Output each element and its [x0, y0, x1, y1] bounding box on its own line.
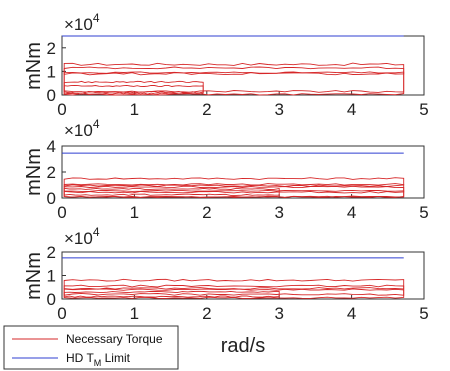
- multiplier-exponent: 4: [93, 225, 100, 239]
- x-tick-label: 2: [202, 203, 211, 222]
- y-tick-label: 0: [47, 86, 56, 105]
- legend-hd-main: HD T: [66, 351, 94, 365]
- necessary-torque-loop: [63, 290, 280, 298]
- necessary-torque-loop: [63, 189, 405, 198]
- axis-multiplier: ×104: [64, 117, 100, 140]
- y-tick-label: 2: [47, 39, 56, 58]
- y-ticks: 0 2 4: [47, 137, 66, 208]
- series-group: [62, 257, 405, 299]
- legend-label-hd-limit: HD TM Limit: [66, 351, 131, 368]
- x-tick-label: 4: [347, 203, 356, 222]
- x-tick-label: 5: [419, 203, 428, 222]
- x-tick-label: 1: [130, 100, 139, 119]
- y-tick-label: 2: [47, 243, 56, 262]
- y-axis-label: mNm: [23, 148, 45, 196]
- x-tick-label: 0: [57, 304, 66, 323]
- necessary-torque-loop: [63, 84, 204, 95]
- x-tick-label: 5: [419, 100, 428, 119]
- x-tick-label: 5: [419, 304, 428, 323]
- x-tick-label: 0: [57, 203, 66, 222]
- legend-hd-subscript: M: [94, 358, 102, 368]
- axes-frame: [61, 251, 425, 300]
- multiplier-base: ×10: [64, 229, 93, 248]
- multiplier-base: ×10: [64, 15, 93, 34]
- y-tick-label: 1: [47, 267, 56, 286]
- y-axis-label: mNm: [23, 42, 45, 90]
- y-tick-label: 0: [47, 189, 56, 208]
- necessary-torque-loop: [63, 71, 405, 96]
- necessary-torque-loop: [63, 288, 405, 299]
- x-tick-label: 2: [202, 304, 211, 323]
- multiplier-exponent: 4: [93, 117, 100, 131]
- x-axis-label: rad/s: [221, 335, 265, 357]
- x-tick-label: 2: [202, 100, 211, 119]
- axes-frame: [61, 35, 425, 96]
- y-ticks: 0 1 2: [47, 243, 66, 309]
- x-tick-label: 4: [347, 100, 356, 119]
- x-tick-label: 3: [274, 100, 283, 119]
- y-tick-label: 4: [47, 137, 56, 156]
- y-tick-label: 1: [47, 62, 56, 81]
- x-tick-label: 4: [347, 304, 356, 323]
- x-tick-label: 1: [130, 203, 139, 222]
- legend: Necessary Torque HD TM Limit: [3, 325, 179, 370]
- x-tick-label: 3: [274, 203, 283, 222]
- y-tick-label: 2: [47, 163, 56, 182]
- y-tick-label: 0: [47, 290, 56, 309]
- x-tick-label: 3: [274, 304, 283, 323]
- series-group: [62, 152, 405, 198]
- axis-multiplier: ×104: [64, 225, 100, 248]
- legend-label-necessary-torque: Necessary Torque: [66, 332, 163, 346]
- series-group: [62, 35, 405, 96]
- y-axis-label: mNm: [23, 252, 45, 300]
- multiplier-base: ×10: [64, 121, 93, 140]
- necessary-torque-loop: [63, 80, 204, 94]
- legend-hd-suffix: Limit: [101, 351, 130, 365]
- legend-box: [3, 325, 179, 370]
- multiplier-exponent: 4: [93, 11, 100, 25]
- x-tick-label: 1: [130, 304, 139, 323]
- x-tick-label: 0: [57, 100, 66, 119]
- necessary-torque-loop: [63, 187, 280, 196]
- axis-multiplier: ×104: [64, 11, 100, 34]
